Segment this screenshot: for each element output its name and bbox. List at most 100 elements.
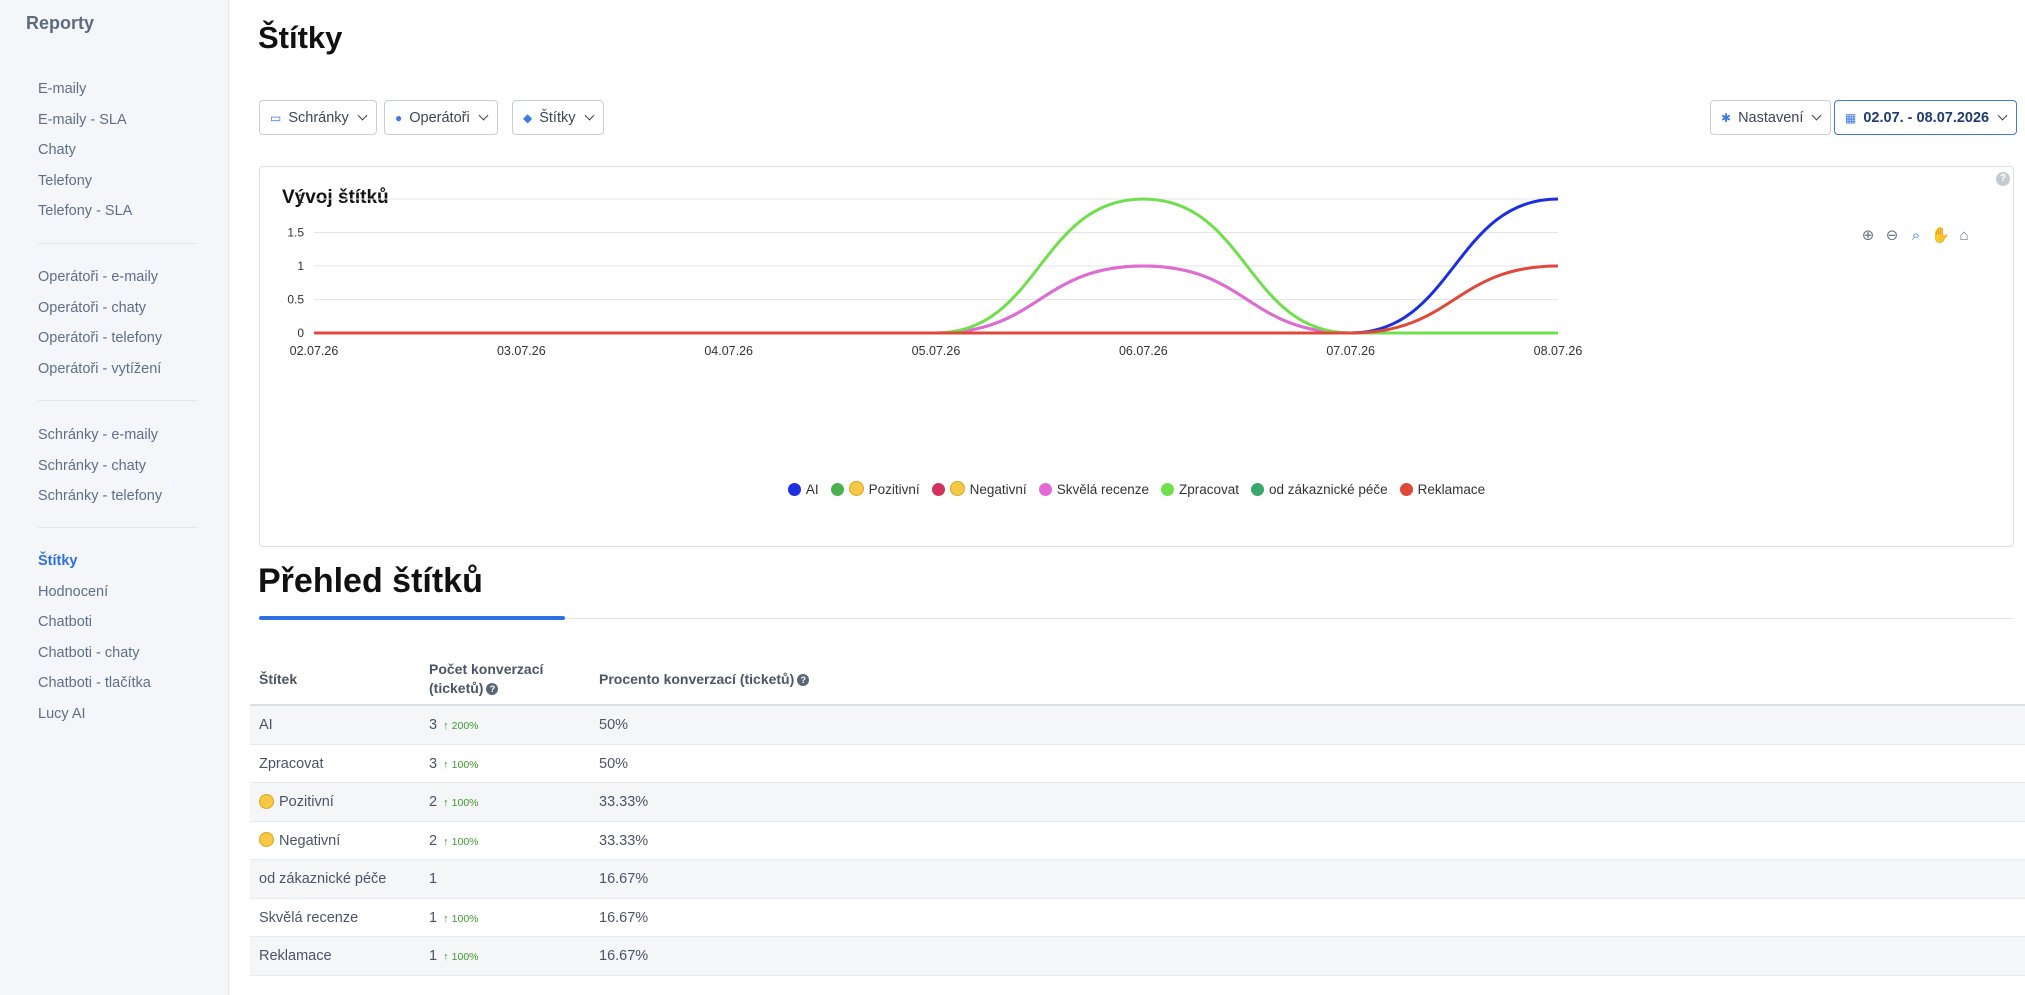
tags-table: Štítek Počet konverzací (ticketů)? Proce… bbox=[250, 654, 2025, 976]
cell-count: 1 bbox=[429, 860, 437, 899]
emoji-icon bbox=[949, 481, 965, 496]
cell-count: 3 ↑ 100% bbox=[429, 745, 479, 785]
sidebar-item-chatbots-buttons[interactable]: Chatboti - tlačítka bbox=[38, 675, 151, 691]
column-header-count-line1: Počet konverzací bbox=[429, 661, 544, 677]
legend-marker bbox=[830, 483, 844, 496]
zoom-selection-icon[interactable]: ⌕ bbox=[1911, 227, 1921, 244]
help-icon[interactable]: ? bbox=[797, 674, 810, 687]
sidebar-item-phones[interactable]: Telefony bbox=[38, 172, 93, 189]
count-value: 3 bbox=[429, 717, 438, 733]
operators-filter-button[interactable]: ● Operátoři bbox=[384, 100, 498, 135]
cell-percent: 33.33% bbox=[599, 794, 649, 810]
cell-percent: 50% bbox=[599, 755, 629, 772]
sidebar-item-chats[interactable]: Chaty bbox=[38, 142, 76, 158]
legend-marker bbox=[1399, 483, 1413, 496]
sidebar-item-operators-chats[interactable]: Operátoři - chaty bbox=[38, 299, 146, 316]
sidebar-item-mailboxes-emails[interactable]: Schránky - e-maily bbox=[38, 427, 159, 443]
chevron-down-icon bbox=[584, 110, 594, 121]
count-value: 2 bbox=[429, 794, 438, 810]
legend-item[interactable]: Pozitivní bbox=[830, 481, 920, 497]
x-tick-label: 06.07.26 bbox=[1119, 344, 1168, 358]
cell-percent: 16.67% bbox=[599, 948, 649, 964]
change-indicator: ↑ 200% bbox=[443, 720, 478, 732]
sidebar-item-operators-phones[interactable]: Operátoři - telefony bbox=[38, 330, 163, 346]
overview-title: Přehled štítků bbox=[258, 562, 483, 600]
sidebar-item-operators-load[interactable]: Operátoři - vytížení bbox=[38, 360, 162, 377]
cell-count: 1 ↑ 100% bbox=[429, 937, 479, 977]
help-icon[interactable]: ? bbox=[486, 683, 499, 696]
sidebar-item-chatbots-chats[interactable]: Chatboti - chaty bbox=[38, 644, 140, 661]
table-row[interactable]: Pozitivní 2 ↑ 100% 33.33% bbox=[250, 783, 2025, 822]
sidebar-item-lucy-ai[interactable]: Lucy AI bbox=[38, 705, 86, 722]
column-header-tag[interactable]: Štítek bbox=[259, 671, 298, 687]
settings-label: Nastavení bbox=[1738, 109, 1804, 126]
y-tick-label: 2 bbox=[297, 192, 304, 206]
sidebar-item-mailboxes-chats[interactable]: Schránky - chaty bbox=[38, 457, 146, 474]
chart-toolbar: ⊕ ⊖ ⌕ ✋ ⌂ bbox=[1859, 227, 1973, 245]
zoom-out-icon[interactable]: ⊖ bbox=[1885, 227, 1899, 244]
change-value: 100% bbox=[451, 912, 479, 925]
table-row[interactable]: AI 3 ↑ 200% 50% bbox=[250, 706, 2025, 745]
table-row[interactable]: Reklamace 1 ↑ 100% 16.67% bbox=[250, 937, 2025, 976]
legend-item[interactable]: od zákaznické péče bbox=[1251, 482, 1388, 497]
sidebar-item-ratings[interactable]: Hodnocení bbox=[38, 583, 109, 600]
sidebar-item-operators-emails[interactable]: Operátoři - e-maily bbox=[38, 269, 159, 285]
sidebar-item-phones-sla[interactable]: Telefony - SLA bbox=[38, 203, 133, 219]
sidebar-item-chatbots[interactable]: Chatboti bbox=[38, 614, 93, 630]
sidebar-title: Reporty bbox=[26, 13, 95, 33]
settings-button[interactable]: ✱ Nastavení bbox=[1710, 100, 1832, 135]
chevron-down-icon bbox=[357, 110, 368, 121]
legend-item[interactable]: Skvělá recenze bbox=[1038, 482, 1149, 497]
mailboxes-filter-button[interactable]: ▭ Schránky bbox=[259, 100, 377, 135]
count-value: 2 bbox=[429, 832, 438, 849]
cell-tag: Negativní bbox=[259, 822, 340, 861]
table-row[interactable]: od zákaznické péče 1 16.67% bbox=[250, 860, 2025, 899]
legend-item[interactable]: AI bbox=[787, 482, 819, 497]
nav-group-other: Štítky Hodnocení Chatboti Chatboti - cha… bbox=[38, 546, 151, 729]
chart-title: Vývoj štítků bbox=[282, 187, 389, 208]
operators-filter-label: Operátoři bbox=[409, 109, 470, 126]
series-line[interactable] bbox=[314, 264, 1559, 335]
pan-hand-icon[interactable]: ✋ bbox=[1931, 227, 1950, 244]
change-indicator: ↑ 100% bbox=[443, 797, 478, 809]
sidebar-item-emails[interactable]: E-maily bbox=[38, 81, 87, 97]
column-header-count-line2: (ticketů) bbox=[429, 680, 484, 696]
cell-tag: od zákaznické péče bbox=[259, 860, 386, 899]
sidebar-divider bbox=[38, 527, 198, 528]
change-value: 200% bbox=[451, 720, 479, 732]
legend-item[interactable]: Zpracovat bbox=[1161, 482, 1239, 497]
column-header-percent[interactable]: Procento konverzací (ticketů)? bbox=[599, 670, 810, 689]
tags-chart-card: Vývoj štítků ? ⊕ ⊖ ⌕ ✋ ⌂ 0 0.5 1 1.5 2 02.07.… bbox=[259, 166, 2014, 547]
column-header-count[interactable]: Počet konverzací (ticketů)? bbox=[429, 660, 543, 698]
table-row[interactable]: Zpracovat 3 ↑ 100% 50% bbox=[250, 745, 2025, 785]
date-range-label: 02.07. - 08.07.2026 bbox=[1863, 109, 1990, 126]
arrow-up-icon: ↑ bbox=[443, 758, 452, 771]
sidebar-item-emails-sla[interactable]: E-maily - SLA bbox=[38, 111, 127, 128]
page-title: Štítky bbox=[258, 20, 343, 55]
date-range-button[interactable]: ▦ 02.07. - 08.07.2026 bbox=[1834, 100, 2018, 135]
overview-tab-indicator bbox=[259, 616, 565, 620]
change-value: 100% bbox=[451, 797, 479, 809]
zoom-in-icon[interactable]: ⊕ bbox=[1861, 227, 1875, 244]
change-indicator: ↑ 100% bbox=[443, 836, 478, 848]
count-value: 1 bbox=[429, 871, 438, 887]
cell-count: 2 ↑ 100% bbox=[429, 822, 479, 862]
tag-name: AI bbox=[259, 717, 273, 733]
x-tick-label: 07.07.26 bbox=[1326, 344, 1375, 358]
legend-item[interactable]: Negativní bbox=[931, 481, 1027, 497]
change-indicator: ↑ 100% bbox=[443, 759, 478, 771]
mailboxes-filter-label: Schránky bbox=[288, 109, 349, 126]
tag-name: Zpracovat bbox=[259, 755, 324, 772]
help-icon[interactable]: ? bbox=[1996, 172, 2010, 186]
user-icon: ● bbox=[395, 110, 403, 125]
cell-percent: 33.33% bbox=[599, 832, 649, 849]
home-reset-icon[interactable]: ⌂ bbox=[1959, 227, 1969, 244]
tags-filter-label: Štítky bbox=[539, 109, 576, 126]
sidebar-item-tags[interactable]: Štítky bbox=[38, 553, 78, 569]
tags-filter-button[interactable]: ◆ Štítky bbox=[512, 100, 604, 135]
table-row[interactable]: Skvělá recenze 1 ↑ 100% 16.67% bbox=[250, 899, 2025, 937]
legend-item[interactable]: Reklamace bbox=[1399, 482, 1485, 497]
nav-group-mailboxes: Schránky - e-maily Schránky - chaty Schr… bbox=[38, 420, 162, 512]
sidebar-item-mailboxes-phones[interactable]: Schránky - telefony bbox=[38, 488, 163, 504]
table-row[interactable]: Negativní 2 ↑ 100% 33.33% bbox=[250, 822, 2025, 862]
